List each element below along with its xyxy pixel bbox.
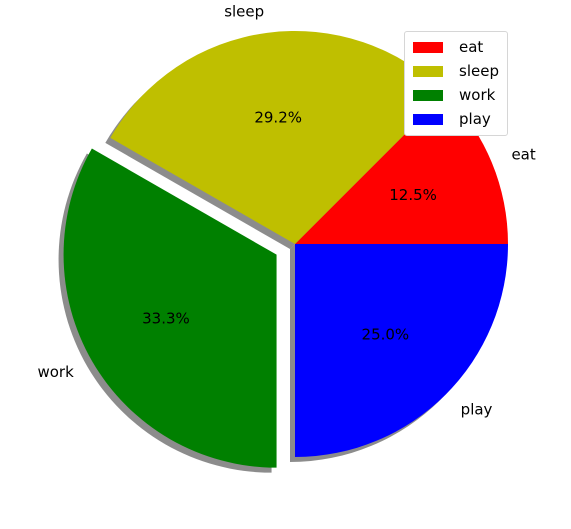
pie-slices bbox=[63, 31, 508, 468]
slice-play bbox=[295, 244, 508, 457]
legend-label-eat: eat bbox=[459, 38, 484, 56]
legend-label-work: work bbox=[459, 86, 496, 104]
pct-label-play: 25.0% bbox=[362, 325, 410, 343]
pct-label-eat: 12.5% bbox=[389, 186, 437, 204]
legend-swatch-work bbox=[413, 89, 443, 101]
legend-entry-eat: eat bbox=[413, 37, 483, 57]
legend-label-sleep: sleep bbox=[459, 62, 499, 80]
category-label-sleep: sleep bbox=[224, 3, 264, 21]
category-label-eat: eat bbox=[511, 145, 535, 163]
legend: eat sleep work play bbox=[404, 31, 508, 136]
legend-label-play: play bbox=[459, 110, 491, 128]
pct-label-sleep: 29.2% bbox=[254, 108, 302, 126]
pie-labels: 12.5% eat 29.2% sleep 33.3% work 25.0% play bbox=[37, 3, 535, 419]
category-label-work: work bbox=[37, 363, 74, 381]
category-label-play: play bbox=[461, 401, 493, 419]
legend-swatch-eat bbox=[413, 41, 443, 53]
slice-sleep bbox=[110, 31, 446, 244]
legend-entry-play: play bbox=[413, 109, 491, 129]
legend-swatch-sleep bbox=[413, 65, 443, 77]
slice-work bbox=[63, 148, 277, 468]
pct-label-work: 33.3% bbox=[142, 310, 190, 328]
legend-swatch-play bbox=[413, 113, 443, 125]
legend-entry-work: work bbox=[413, 85, 495, 105]
legend-entry-sleep: sleep bbox=[413, 61, 499, 81]
